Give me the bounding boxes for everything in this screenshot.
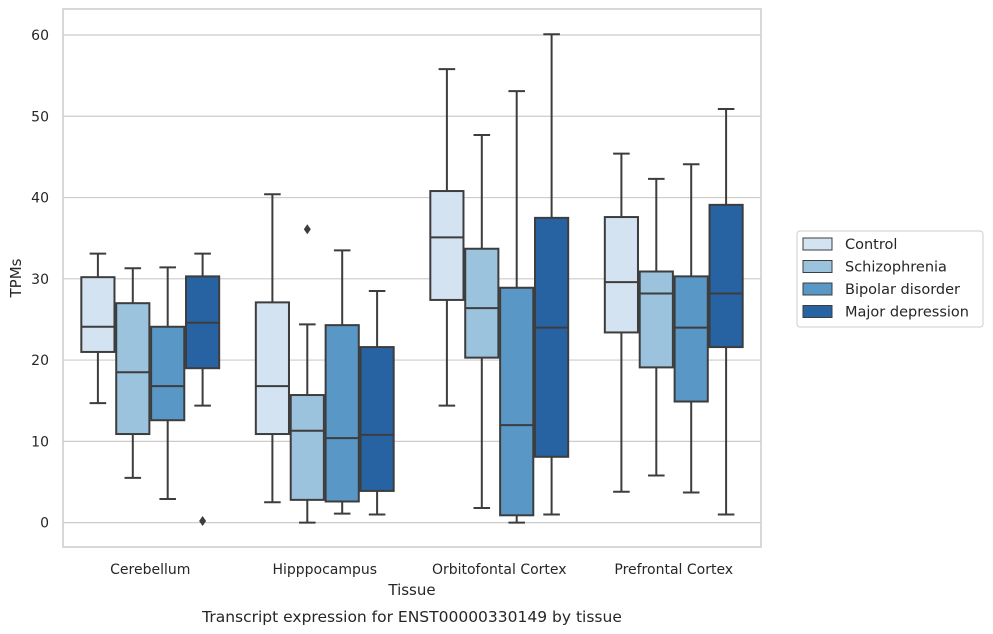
box-group (534, 33, 570, 516)
y-axis-label: TPMs (7, 258, 25, 298)
outlier-point (303, 224, 311, 235)
x-tick-label: Cerebellum (110, 562, 190, 578)
box-group (708, 107, 744, 516)
x-tick-label: Prefrontal Cortex (614, 562, 733, 578)
box-iqr (464, 247, 500, 359)
y-tick-label: 50 (31, 109, 49, 125)
legend: Control Schizophrenia Bipolar disorder Majo… (796, 230, 984, 328)
legend-label: Bipolar disorder (845, 282, 960, 298)
legend-label: Schizophrenia (845, 260, 947, 276)
box-iqr (289, 394, 325, 501)
box-group (673, 163, 709, 494)
x-tick-label: Hipppocampus (272, 562, 377, 578)
legend-label: Major depression (845, 305, 969, 321)
box-group (150, 266, 186, 501)
box-iqr (603, 216, 639, 334)
box-iqr (80, 276, 116, 353)
box-iqr (499, 286, 535, 517)
x-axis-label: Tissue (387, 581, 435, 599)
y-tick-label: 0 (40, 516, 49, 532)
box-iqr (150, 325, 186, 422)
y-tick-label: 10 (31, 434, 49, 450)
chart-caption: Transcript expression for ENST0000033014… (201, 608, 622, 626)
box-group (80, 252, 116, 405)
box-iqr (673, 275, 709, 403)
outlier-point (199, 515, 207, 526)
y-tick-label: 30 (31, 272, 49, 288)
y-tick-labels: 0 10 20 30 40 50 60 (31, 28, 49, 532)
box-iqr (254, 301, 290, 436)
x-tick-label: Orbitofontal Cortex (432, 562, 567, 578)
box-group (429, 68, 465, 407)
box-groups (80, 33, 744, 526)
box-group (464, 133, 500, 509)
legend-swatch (802, 305, 833, 318)
x-tick-labels: Cerebellum Hipppocampus Orbitofontal Corte… (110, 562, 733, 578)
box-iqr (359, 346, 395, 492)
box-group (359, 290, 395, 516)
box-group (324, 249, 360, 515)
y-tick-label: 60 (31, 28, 49, 44)
box-group (254, 193, 290, 504)
box-iqr (638, 270, 674, 369)
box-iqr (429, 190, 465, 301)
box-iqr (324, 324, 360, 503)
box-iqr (115, 302, 151, 436)
box-group (638, 177, 674, 477)
box-group (603, 152, 639, 493)
y-tick-label: 40 (31, 191, 49, 207)
box-group (499, 90, 535, 524)
legend-label: Control (845, 237, 897, 253)
box-iqr (534, 216, 570, 458)
legend-swatch (802, 282, 833, 296)
box-group (115, 267, 151, 479)
y-tick-label: 20 (31, 353, 49, 369)
box-group (289, 224, 325, 524)
plot-frame (62, 8, 762, 548)
box-group (185, 252, 221, 526)
legend-swatch (802, 237, 833, 251)
legend-swatch (802, 260, 833, 273)
legend-frame (796, 230, 984, 328)
box-iqr (708, 203, 744, 349)
